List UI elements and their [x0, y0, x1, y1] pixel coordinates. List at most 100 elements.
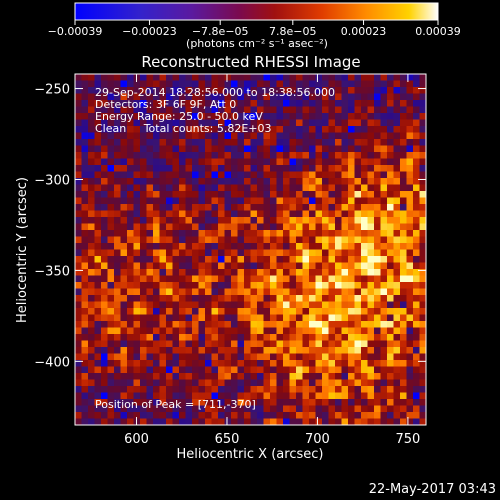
heatmap-cell [250, 327, 258, 335]
heatmap-cell [185, 418, 193, 426]
heatmap-cell [179, 223, 186, 231]
heatmap-cell [94, 132, 102, 140]
heatmap-cell [101, 106, 108, 114]
heatmap-cell [380, 347, 388, 354]
heatmap-cell [192, 230, 199, 237]
heatmap-cell [224, 301, 232, 309]
heatmap-cell [179, 158, 186, 166]
heatmap-cell [166, 392, 173, 400]
heatmap-cell [101, 191, 108, 198]
heatmap-cell [88, 184, 95, 192]
heatmap-cell [387, 347, 394, 354]
heatmap-cell [179, 282, 186, 289]
heatmap-cell [361, 184, 368, 192]
heatmap-cell [205, 327, 212, 335]
heatmap-cell [211, 80, 219, 88]
heatmap-cell [231, 230, 238, 237]
heatmap-cell [315, 126, 323, 133]
heatmap-cell [211, 210, 219, 218]
heatmap-cell [107, 256, 115, 263]
heatmap-cell [374, 171, 381, 179]
heatmap-cell [127, 418, 134, 426]
heatmap-cell [159, 256, 167, 263]
heatmap-cell [400, 275, 407, 283]
heatmap-cell [276, 340, 284, 348]
heatmap-cell [114, 178, 121, 185]
heatmap-cell [159, 217, 167, 224]
heatmap-cell [380, 204, 388, 211]
heatmap-cell [263, 126, 271, 133]
heatmap-cell [380, 132, 388, 140]
heatmap-cell [413, 210, 420, 218]
heatmap-cell [159, 145, 167, 153]
heatmap-cell [153, 340, 160, 348]
heatmap-cell [133, 145, 141, 153]
heatmap-cell [88, 178, 95, 185]
heatmap-cell [146, 93, 154, 101]
heatmap-cell [101, 197, 108, 205]
heatmap-cell [250, 223, 258, 231]
heatmap-cell [140, 412, 147, 419]
heatmap-cell [302, 321, 310, 328]
heatmap-cell [244, 321, 251, 328]
heatmap-cell [283, 191, 290, 198]
heatmap-cell [166, 386, 173, 393]
heatmap-cell [192, 93, 199, 101]
heatmap-cell [367, 392, 375, 400]
heatmap-cell [341, 249, 349, 257]
heatmap-cell [107, 100, 115, 107]
heatmap-cell [166, 204, 173, 211]
heatmap-cell [393, 321, 401, 328]
heatmap-cell [341, 262, 349, 270]
heatmap-cell [348, 373, 355, 380]
heatmap-cell [380, 386, 388, 393]
heatmap-cell [114, 399, 121, 406]
heatmap-cell [166, 197, 173, 205]
heatmap-cell [172, 288, 180, 296]
heatmap-cell [75, 223, 82, 231]
heatmap-cell [192, 119, 199, 127]
heatmap-cell [185, 256, 193, 263]
heatmap-cell [120, 373, 128, 380]
heatmap-cell [361, 223, 368, 231]
heatmap-cell [322, 171, 329, 179]
heatmap-cell [81, 197, 89, 205]
heatmap-cell [302, 74, 310, 81]
heatmap-cell [263, 288, 271, 296]
heatmap-cell [322, 217, 329, 224]
heatmap-cell [127, 340, 134, 348]
heatmap-cell [309, 210, 316, 218]
heatmap-cell [315, 340, 323, 348]
heatmap-cell [270, 399, 277, 406]
heatmap-cell [309, 379, 316, 387]
heatmap-cell [413, 145, 420, 153]
heatmap-cell [120, 178, 128, 185]
heatmap-cell [315, 93, 323, 101]
heatmap-cell [107, 392, 115, 400]
heatmap-cell [289, 373, 297, 380]
heatmap-cell [140, 295, 147, 302]
heatmap-cell [322, 106, 329, 114]
heatmap-cell [315, 158, 323, 166]
heatmap-cell [205, 230, 212, 237]
heatmap-cell [328, 126, 336, 133]
heatmap-cell [120, 119, 128, 127]
heatmap-cell [198, 74, 206, 81]
heatmap-cell [81, 178, 89, 185]
heatmap-cell [133, 100, 141, 107]
heatmap-cell [348, 100, 355, 107]
heatmap-cell [276, 145, 284, 153]
heatmap-cell [257, 204, 264, 211]
heatmap-cell [322, 243, 329, 250]
heatmap-cell [322, 301, 329, 309]
heatmap-cell [413, 399, 420, 406]
heatmap-cell [263, 301, 271, 309]
heatmap-cell [276, 93, 284, 101]
heatmap-cell [270, 113, 277, 120]
heatmap-cell [335, 93, 342, 101]
heatmap-cell [270, 165, 277, 172]
heatmap-cell [302, 132, 310, 140]
heatmap-cell [218, 184, 225, 192]
heatmap-cell [387, 295, 394, 302]
colorbar-gradient [74, 2, 439, 21]
